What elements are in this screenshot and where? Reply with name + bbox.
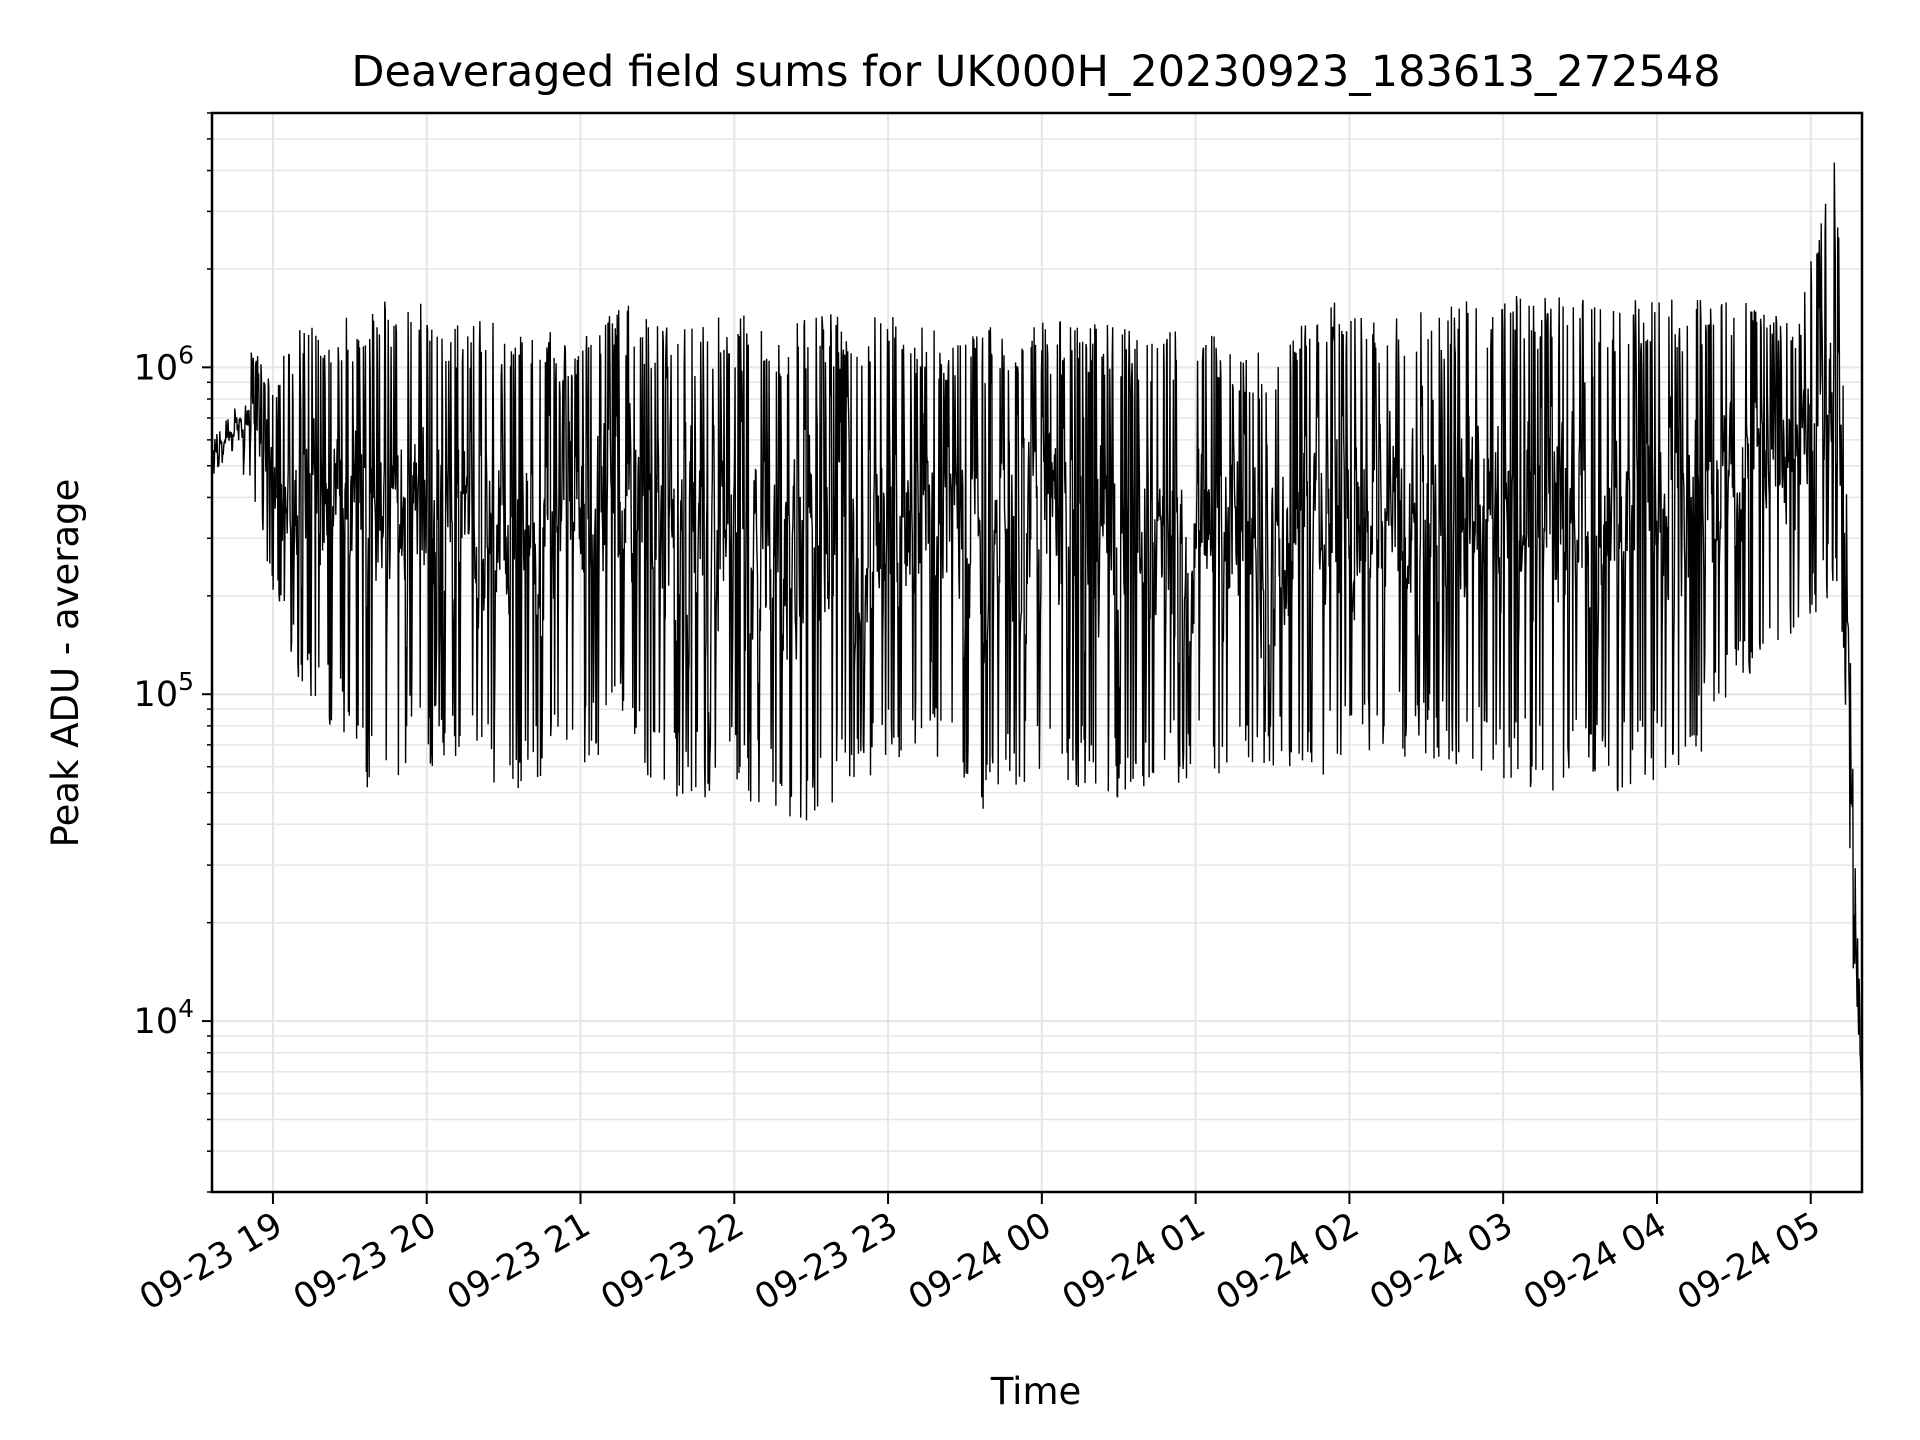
- y-tick-base: 10: [134, 675, 179, 715]
- x-tick-label: 09-24 05: [1671, 1205, 1827, 1318]
- x-tick-label: 09-23 20: [287, 1205, 443, 1318]
- y-axis-label: Peak ADU - average: [44, 479, 87, 848]
- y-tick-exponent: 5: [178, 667, 194, 696]
- series-line: [211, 162, 1863, 1098]
- y-tick-label: 106: [134, 340, 194, 388]
- x-tick-label: 09-23 22: [595, 1205, 751, 1318]
- x-tick-label: 09-24 02: [1210, 1205, 1366, 1318]
- line-series: [211, 162, 1863, 1098]
- y-tick-label: 104: [134, 994, 194, 1042]
- chart-title: Deaveraged field sums for UK000H_2023092…: [351, 47, 1720, 97]
- y-tick-label: 105: [134, 667, 194, 715]
- y-tick-base: 10: [134, 1002, 179, 1042]
- x-tick-label: 09-24 01: [1056, 1205, 1212, 1318]
- x-tick-label: 09-23 23: [748, 1205, 904, 1318]
- x-tick-label: 09-23 21: [441, 1205, 597, 1318]
- x-tick-label: 09-24 03: [1363, 1205, 1519, 1318]
- x-tick-label: 09-23 19: [133, 1205, 289, 1318]
- y-tick-exponent: 6: [178, 340, 194, 369]
- plot-frame: [210, 111, 1864, 1194]
- grid: [212, 112, 1862, 1193]
- x-tick-label: 09-24 00: [902, 1205, 1058, 1318]
- y-tick-base: 10: [134, 348, 179, 388]
- y-tick-exponent: 4: [178, 994, 194, 1023]
- x-axis-label: Time: [990, 1370, 1082, 1413]
- x-tick-label: 09-24 04: [1517, 1205, 1673, 1318]
